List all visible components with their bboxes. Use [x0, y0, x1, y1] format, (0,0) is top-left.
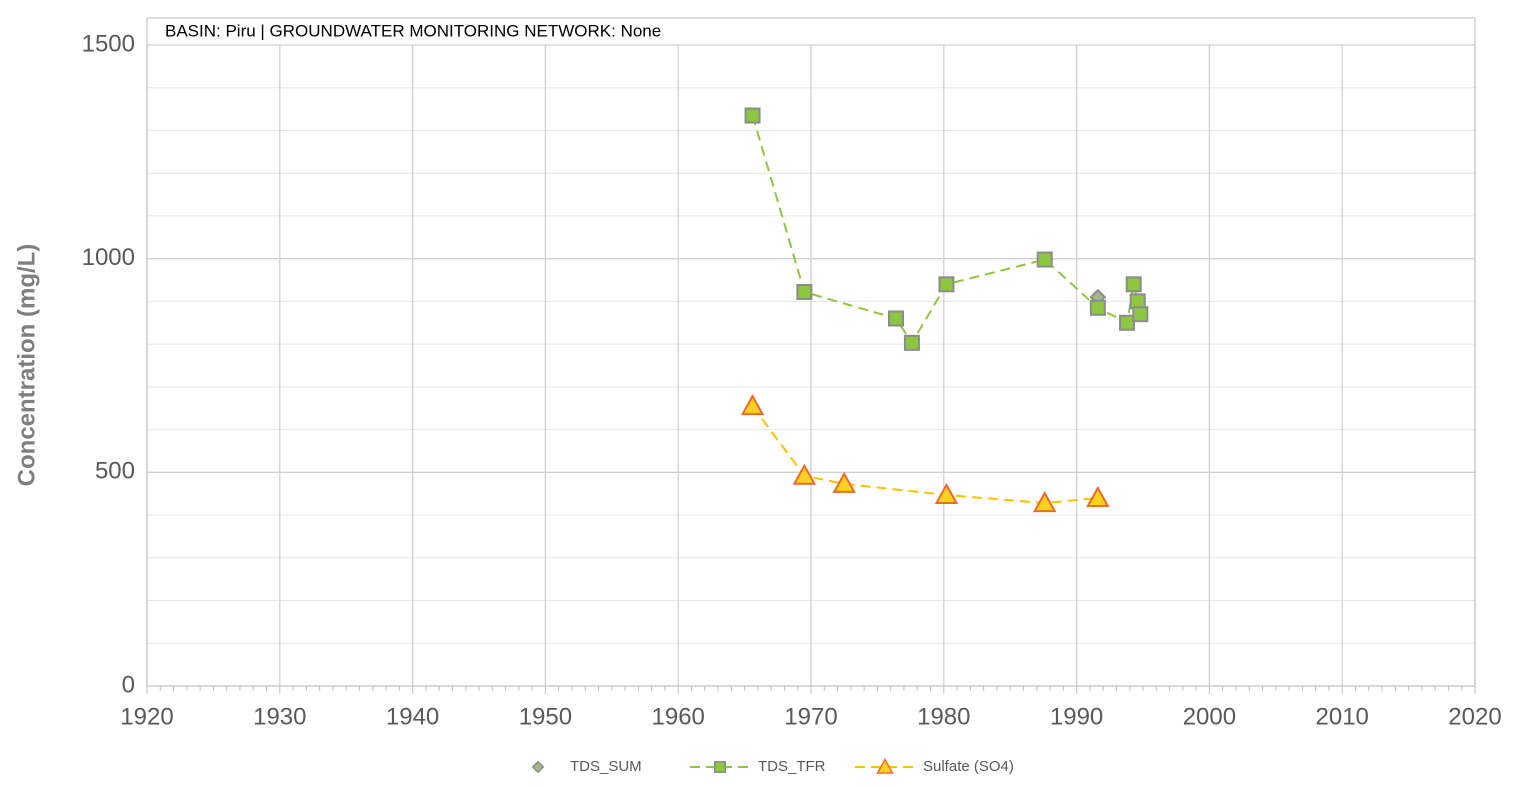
data-point [887, 310, 904, 327]
data-point [740, 394, 765, 416]
data-point [792, 463, 817, 485]
x-tick-label: 1960 [652, 703, 705, 730]
x-tick-label: 1990 [1050, 703, 1103, 730]
x-tick-label: 2010 [1316, 703, 1369, 730]
x-tick-label: 1940 [386, 703, 439, 730]
legend-marker [876, 757, 894, 774]
data-point [832, 471, 856, 493]
data-point [1125, 276, 1142, 293]
legend-marker [531, 760, 545, 774]
data-point [1132, 306, 1149, 323]
data-point [1119, 314, 1136, 331]
y-tick-label: 1000 [82, 244, 135, 271]
data-point [1036, 251, 1053, 268]
legend-label: Sulfate (SO4) [923, 758, 1014, 775]
data-point [938, 276, 955, 293]
data-point [1086, 485, 1110, 507]
y-tick-label: 0 [122, 671, 135, 698]
data-point [934, 482, 959, 504]
x-tick-label: 1970 [784, 703, 837, 730]
x-tick-label: 1950 [519, 703, 572, 730]
x-tick-label: 2020 [1448, 703, 1501, 730]
x-tick-label: 1980 [917, 703, 970, 730]
annotation-box [146, 17, 1476, 46]
data-point [796, 283, 813, 300]
x-tick-label: 1930 [253, 703, 306, 730]
series-line [751, 405, 1098, 505]
y-tick-label: 1500 [82, 30, 135, 57]
annotation: BASIN: Piru | GROUNDWATER MONITORING NET… [165, 21, 661, 40]
data-point [903, 334, 920, 351]
legend-label: TDS_TFR [758, 758, 826, 775]
x-tick-label: 2000 [1183, 703, 1236, 730]
legend-marker [714, 761, 726, 773]
legend-label: TDS_SUM [570, 758, 642, 775]
data-point [744, 107, 761, 124]
y-axis-label: Concentration (mg/L) [13, 244, 40, 487]
y-tick-label: 500 [95, 458, 135, 485]
data-point [1033, 491, 1057, 513]
data-point [1089, 299, 1106, 316]
x-tick-label: 1920 [120, 703, 173, 730]
